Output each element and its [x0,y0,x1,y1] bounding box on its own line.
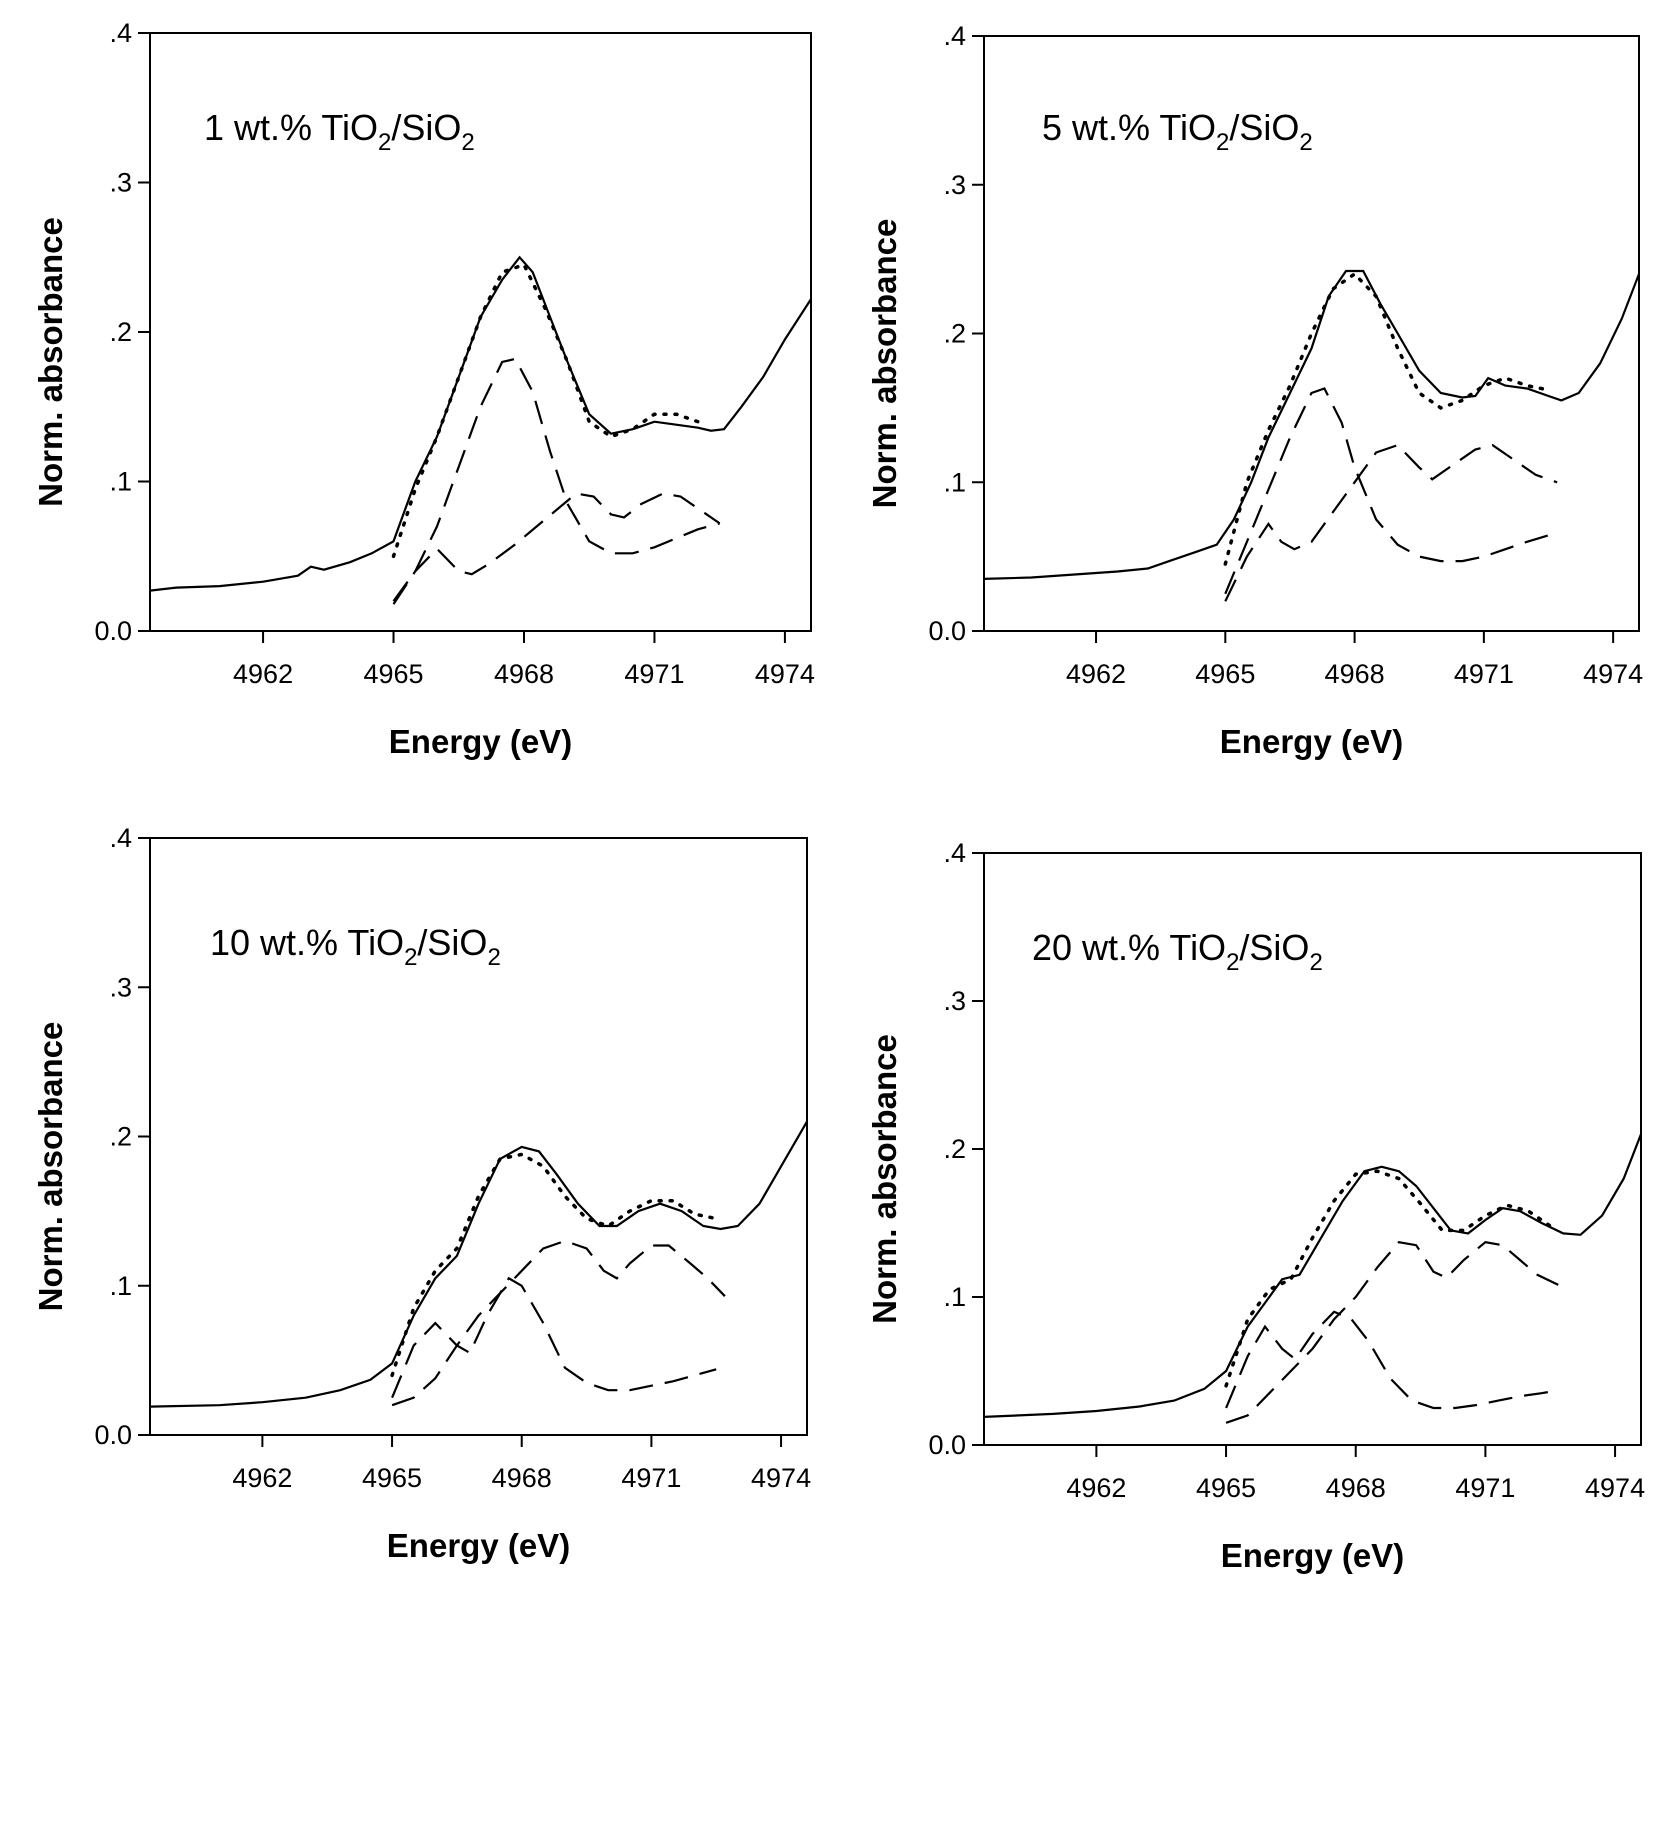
data-line [984,269,1639,580]
x-tick-label: 4962 [233,659,293,689]
annotation: 1 wt.% TiO2/SiO2 [204,107,475,156]
annotation: 20 wt.% TiO2/SiO2 [1032,927,1323,976]
y-tick-label: .1 [109,467,132,497]
x-tick-label: 4962 [1066,659,1126,689]
x-axis-label: Energy (eV) [1221,1537,1404,1574]
x-tick-label: 4974 [755,659,815,689]
data-line [150,1121,807,1408]
x-tick-label: 4974 [1583,659,1643,689]
data-line [391,262,700,559]
subscript: 2 [1299,129,1312,156]
y-tick-label: .2 [109,317,132,347]
annotation-text: /SiO [1229,107,1299,148]
y-tick-label: .4 [943,838,966,868]
y-axis-label: Norm. absorbance [866,1034,903,1324]
panel: 4962 4965 4968 4971 4974 0.0 .1 .2 .3 .4 Energy (e… [32,18,815,760]
subscript: 2 [1226,949,1239,976]
x-tick-label: 4965 [363,659,423,689]
data-line [984,1133,1641,1418]
y-tick-label: .1 [943,467,966,497]
panel: 4962 4965 4968 4971 4974 0.0 .1 .2 .3 .4 Energy (e… [866,838,1645,1574]
y-tick-label: .4 [109,823,132,853]
x-tick-label: 4965 [1196,1473,1256,1503]
annotation-text: /SiO [417,922,487,963]
x-tick-label: 4965 [1195,659,1255,689]
plot-area [984,269,1639,602]
x-tick-label: 4971 [1455,1473,1515,1503]
data-line [391,1276,717,1399]
y-tick-label: 0.0 [94,616,132,646]
x-tick-label: 4965 [362,1463,422,1493]
data-line [1224,1169,1552,1388]
annotation-text: 20 wt.% TiO [1032,927,1226,968]
panel: 4962 4965 4968 4971 4974 0.0 .1 .2 .3 .4 Energy (e… [32,823,811,1564]
x-tick-label: 4974 [751,1463,811,1493]
y-tick-label: .3 [109,168,132,198]
y-axis-label: Norm. absorbance [32,1022,69,1312]
x-tick-label: 4968 [1326,1473,1386,1503]
y-tick-label: 0.0 [94,1420,132,1450]
x-tick-label: 4971 [621,1463,681,1493]
subscript: 2 [1309,949,1322,976]
data-line [150,255,811,592]
subscript: 2 [1216,129,1229,156]
x-tick-label: 4968 [1325,659,1385,689]
data-line [392,492,721,605]
annotation-text: /SiO [391,107,461,148]
subscript: 2 [378,129,391,156]
plot-area [984,1133,1641,1424]
annotation: 10 wt.% TiO2/SiO2 [210,922,501,971]
annotation-text: /SiO [1239,927,1309,968]
data-line [391,1239,726,1407]
plot-area [150,255,811,605]
y-tick-label: .1 [109,1271,132,1301]
data-line [1224,387,1558,595]
y-tick-label: .2 [109,1122,132,1152]
y-tick-label: 0.0 [928,616,966,646]
y-tick-label: .4 [109,18,132,48]
y-tick-label: 0.0 [928,1430,966,1460]
x-tick-label: 4971 [624,659,684,689]
panel: 4962 4965 4968 4971 4974 0.0 .1 .2 .3 .4 Energy (e… [866,21,1643,760]
x-tick-label: 4962 [1066,1473,1126,1503]
x-tick-label: 4974 [1585,1473,1645,1503]
data-line [390,1152,718,1378]
data-line [1224,443,1558,602]
y-tick-label: .1 [943,1282,966,1312]
annotation-text: 5 wt.% TiO [1042,107,1216,148]
x-axis-label: Energy (eV) [389,723,572,760]
annotation-text: 1 wt.% TiO [204,107,378,148]
y-tick-label: .4 [943,21,966,51]
x-tick-label: 4968 [492,1463,552,1493]
data-line [1225,1241,1560,1424]
y-tick-label: .3 [943,986,966,1016]
data-line [392,357,720,602]
y-tick-label: .3 [109,972,132,1002]
annotation: 5 wt.% TiO2/SiO2 [1042,107,1313,156]
x-axis-label: Energy (eV) [1220,723,1403,760]
x-tick-label: 4968 [494,659,554,689]
data-line [1223,271,1551,566]
y-tick-label: .3 [943,170,966,200]
y-axis-label: Norm. absorbance [32,217,69,507]
annotation-text: 10 wt.% TiO [210,922,404,963]
y-axis-label: Norm. absorbance [866,219,903,509]
plot-area [150,1121,807,1408]
y-tick-label: .2 [943,1134,966,1164]
data-line [1225,1310,1560,1410]
subscript: 2 [461,129,474,156]
x-tick-label: 4971 [1454,659,1514,689]
y-tick-label: .2 [943,319,966,349]
subscript: 2 [487,944,500,971]
x-tick-label: 4962 [232,1463,292,1493]
x-axis-label: Energy (eV) [387,1527,570,1564]
subscript: 2 [404,944,417,971]
